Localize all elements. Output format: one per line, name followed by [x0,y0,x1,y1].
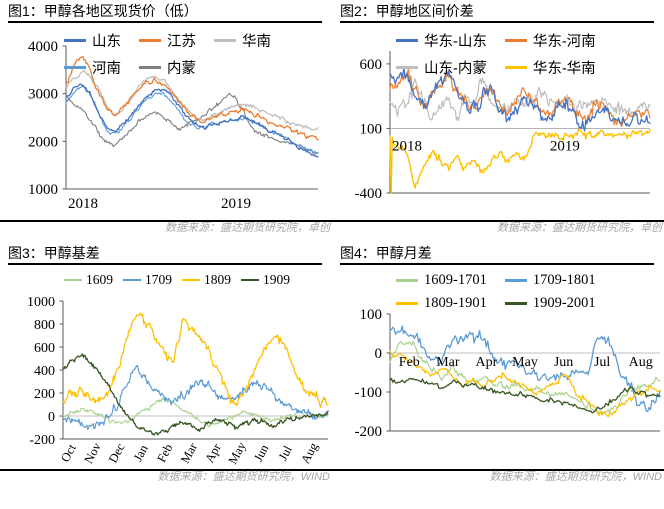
svg-text:May: May [226,439,249,466]
svg-text:Aug: Aug [298,440,321,466]
svg-text:Feb: Feb [399,355,420,370]
svg-text:Nov: Nov [81,440,104,466]
svg-text:0: 0 [375,346,383,362]
svg-text:2000: 2000 [28,135,58,151]
svg-text:200: 200 [34,387,55,402]
svg-text:0: 0 [48,410,55,425]
svg-text:Apr: Apr [202,441,224,465]
svg-text:400: 400 [34,364,55,379]
svg-text:3000: 3000 [28,87,58,103]
svg-text:2018: 2018 [68,196,98,212]
svg-text:Oct: Oct [58,442,79,465]
svg-text:Jul: Jul [276,443,295,463]
svg-text:1000: 1000 [27,295,55,310]
svg-text:-200: -200 [29,433,55,448]
svg-text:Jun: Jun [554,355,573,370]
svg-text:800: 800 [34,318,55,333]
svg-text:4000: 4000 [28,39,58,55]
svg-text:600: 600 [360,57,383,73]
svg-text:Jul: Jul [594,355,610,370]
svg-text:2018: 2018 [392,139,422,155]
svg-text:Apr: Apr [476,355,498,370]
svg-text:Jan: Jan [131,442,152,464]
svg-text:2019: 2019 [221,196,251,212]
svg-text:600: 600 [34,341,55,356]
svg-text:1000: 1000 [28,182,58,198]
svg-text:-400: -400 [355,186,383,202]
svg-text:100: 100 [360,307,383,323]
svg-text:May: May [512,355,538,370]
svg-text:100: 100 [360,122,383,138]
svg-text:Aug: Aug [629,355,653,370]
svg-text:Mar: Mar [436,355,460,370]
svg-text:Feb: Feb [154,442,175,465]
svg-text:-100: -100 [355,385,383,401]
svg-text:Mar: Mar [178,440,201,466]
svg-text:Jun: Jun [251,442,272,465]
svg-text:-200: -200 [355,424,383,440]
svg-text:Dec: Dec [106,441,128,466]
svg-text:2019: 2019 [550,139,580,155]
